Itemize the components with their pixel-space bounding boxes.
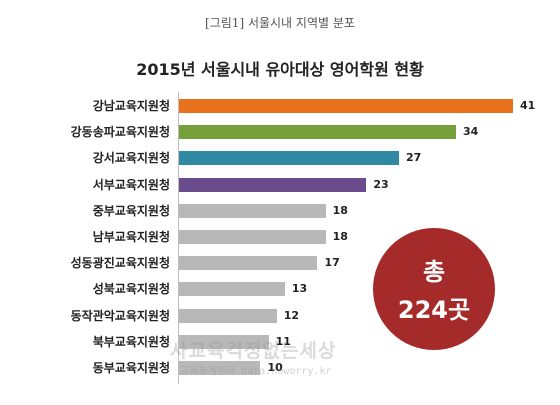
value-label: 18 xyxy=(332,230,348,243)
value-label: 41 xyxy=(520,99,536,112)
total-badge-value: 224곳 xyxy=(397,296,471,324)
total-badge-label: 총 xyxy=(422,258,446,286)
category-label: 강서교육지원청 xyxy=(92,151,170,166)
watermark-text: 사교육걱정없는세상 xyxy=(170,340,337,362)
value-label: 12 xyxy=(283,308,300,322)
category-label: 동작관악교육지원청 xyxy=(70,308,170,323)
value-label: 34 xyxy=(462,125,479,139)
category-label: 중부교육지원청 xyxy=(92,203,170,218)
bar xyxy=(179,203,326,218)
value-label: 27 xyxy=(405,151,422,165)
value-label: 17 xyxy=(324,256,340,270)
category-axis-line xyxy=(178,92,179,384)
category-label: 동부교육지원청 xyxy=(92,361,170,375)
bar xyxy=(179,151,399,166)
figure-caption: [그림1] 서울시내 지역별 분포 xyxy=(205,16,355,30)
bar xyxy=(179,282,285,297)
bar xyxy=(179,230,326,244)
category-label: 서부교육지원청 xyxy=(92,177,170,192)
value-label: 11 xyxy=(275,334,291,348)
value-label: 18 xyxy=(332,203,348,217)
bar xyxy=(179,361,261,375)
category-label: 북부교육지원청 xyxy=(92,334,170,349)
bar xyxy=(179,334,269,349)
category-label: 성북교육지원청 xyxy=(92,282,170,297)
bar xyxy=(179,125,456,140)
bar xyxy=(179,99,513,113)
value-label: 13 xyxy=(291,282,308,296)
category-label: 남부교육지원청 xyxy=(92,230,170,244)
value-label: 23 xyxy=(373,177,389,191)
bar xyxy=(179,177,367,192)
category-label: 강남교육지원청 xyxy=(92,99,170,113)
chart-title: 2015년 서울시내 유아대상 영어학원 현황 xyxy=(136,60,424,79)
bar xyxy=(179,308,277,323)
category-label: 성동광진교육지원청 xyxy=(70,256,170,271)
watermark-url: 교육통계센터 data.noworry.kr xyxy=(180,366,332,377)
value-label: 10 xyxy=(267,361,283,374)
bar xyxy=(179,256,318,271)
total-badge: 총 224곳 xyxy=(373,228,495,350)
category-label: 강동송파교육지원청 xyxy=(70,125,170,140)
